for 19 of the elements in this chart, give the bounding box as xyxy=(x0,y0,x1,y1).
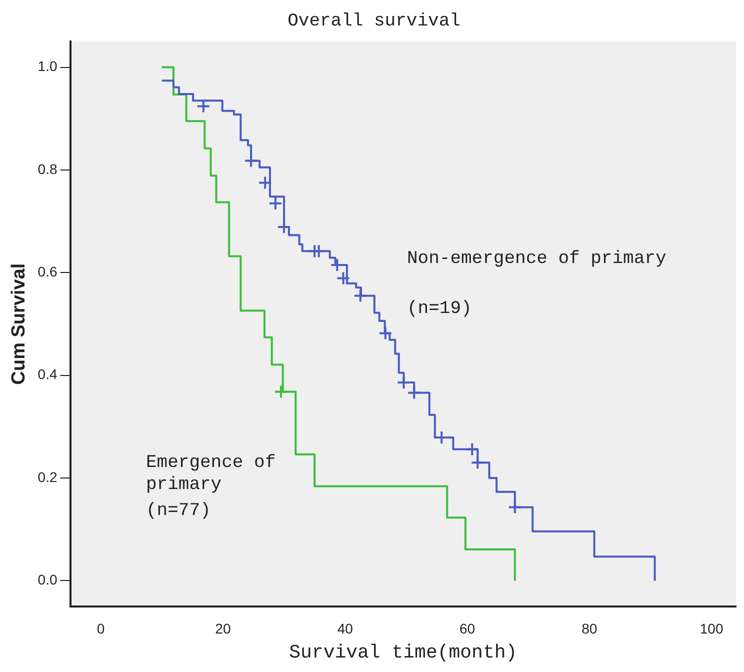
y-axis-title: Cum Survival xyxy=(8,263,30,385)
x-tick-label: 20 xyxy=(215,620,231,637)
x-tick-label: 100 xyxy=(700,620,724,637)
y-tick-label: 0.2 xyxy=(38,468,58,485)
chart-title: Overall survival xyxy=(288,12,460,32)
annotation: (n=19) xyxy=(407,298,473,320)
y-tick-label: 0.8 xyxy=(38,160,58,177)
y-tick-label: 1.0 xyxy=(38,58,58,74)
annotation: Non-emergence of primary xyxy=(407,248,668,270)
y-tick-label: 0.0 xyxy=(38,572,58,588)
annotation: Emergence of primary xyxy=(146,452,277,496)
x-tick-label: 60 xyxy=(459,620,476,637)
y-tick-label: 0.4 xyxy=(38,366,58,382)
x-tick-label: 40 xyxy=(337,620,354,637)
x-axis-title: Survival time(month) xyxy=(289,642,518,664)
x-tick-label: 0 xyxy=(96,620,105,637)
y-tick-label: 0.6 xyxy=(38,264,58,280)
x-tick-label: 80 xyxy=(582,620,598,637)
annotation: (n=77) xyxy=(146,500,212,522)
